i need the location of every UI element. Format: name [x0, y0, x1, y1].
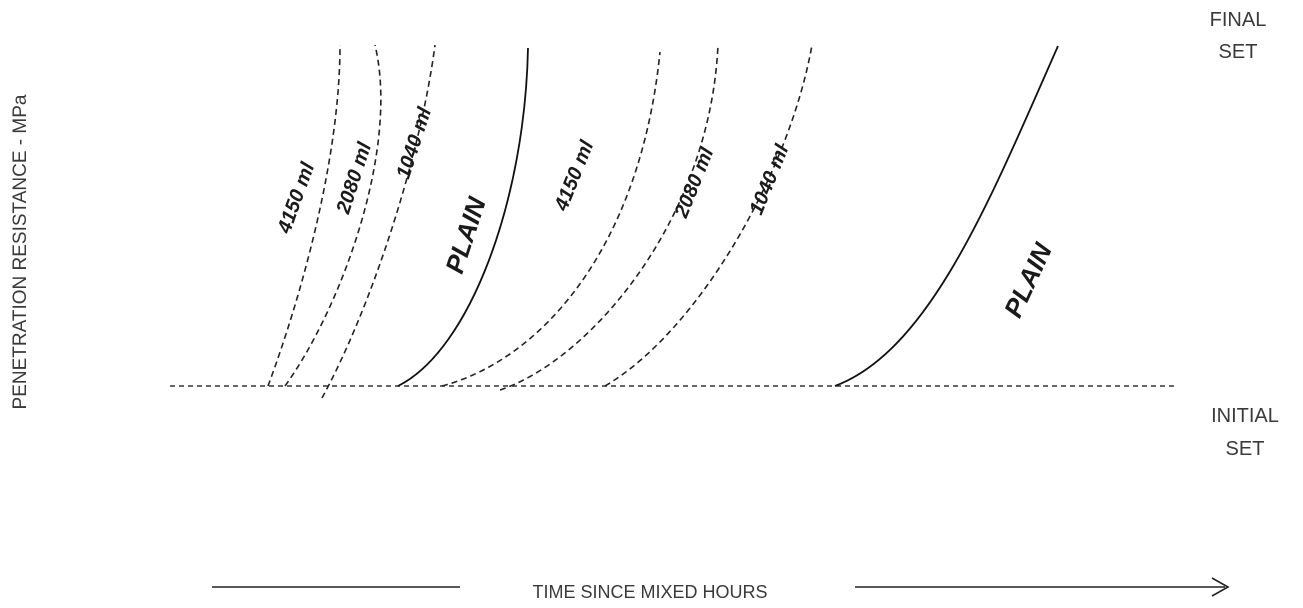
curve-g2-plain [834, 45, 1059, 387]
curve-g1-1040ml [321, 44, 436, 399]
final-set-label-line1: FINAL [1210, 9, 1267, 31]
curve-g2-1040ml [604, 44, 813, 387]
x-axis-label: TIME SINCE MIXED HOURS [532, 582, 767, 602]
curve-g1-2080ml [284, 44, 382, 387]
label-g1-2080ml: 2080 ml [332, 139, 376, 217]
final-set-label-line2: SET [1219, 41, 1258, 63]
label-g2-2080ml: 2080 ml [670, 144, 718, 222]
label-g2-4150ml: 4150 ml [550, 137, 598, 215]
curve-g1-plain [397, 47, 529, 387]
y-axis-label: PENETRATION RESISTANCE - MPa [10, 94, 31, 409]
initial-set-label-line1: INITIAL [1211, 405, 1279, 427]
curve-g2-2080ml [499, 44, 719, 391]
label-g2-plain: PLAIN [998, 237, 1059, 321]
label-g2-1040ml: 1040 ml [745, 141, 793, 218]
initial-set-label-line2: SET [1226, 438, 1265, 460]
label-g1-4150ml: 4150 ml [273, 159, 319, 237]
label-g1-plain: PLAIN [439, 192, 492, 277]
curve-g1-4150ml [267, 44, 341, 387]
label-g1-1040ml: 1040 ml [392, 104, 436, 181]
x-axis-arrowhead [1211, 577, 1230, 597]
curve-g2-4150ml [441, 51, 661, 387]
